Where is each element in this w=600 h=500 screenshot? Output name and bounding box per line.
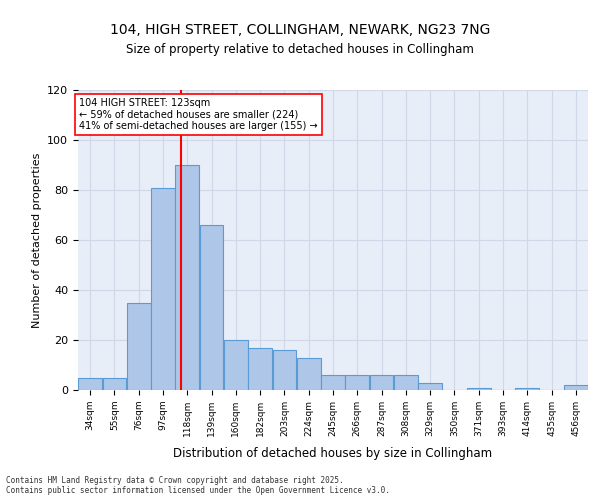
Bar bbox=[467, 388, 491, 390]
Text: 104 HIGH STREET: 123sqm
← 59% of detached houses are smaller (224)
41% of semi-d: 104 HIGH STREET: 123sqm ← 59% of detache… bbox=[79, 98, 318, 130]
Bar bbox=[248, 348, 272, 390]
Bar bbox=[564, 385, 588, 390]
Bar bbox=[127, 302, 151, 390]
Bar bbox=[346, 375, 369, 390]
Y-axis label: Number of detached properties: Number of detached properties bbox=[32, 152, 41, 328]
Text: Size of property relative to detached houses in Collingham: Size of property relative to detached ho… bbox=[126, 42, 474, 56]
Bar bbox=[297, 358, 320, 390]
Text: 104, HIGH STREET, COLLINGHAM, NEWARK, NG23 7NG: 104, HIGH STREET, COLLINGHAM, NEWARK, NG… bbox=[110, 22, 490, 36]
Bar bbox=[418, 382, 442, 390]
Bar bbox=[78, 378, 102, 390]
Bar bbox=[321, 375, 345, 390]
X-axis label: Distribution of detached houses by size in Collingham: Distribution of detached houses by size … bbox=[173, 447, 493, 460]
Bar bbox=[394, 375, 418, 390]
Bar bbox=[200, 225, 223, 390]
Bar bbox=[151, 188, 175, 390]
Bar bbox=[515, 388, 539, 390]
Bar bbox=[224, 340, 248, 390]
Text: Contains HM Land Registry data © Crown copyright and database right 2025.
Contai: Contains HM Land Registry data © Crown c… bbox=[6, 476, 390, 495]
Bar bbox=[370, 375, 394, 390]
Bar bbox=[103, 378, 126, 390]
Bar bbox=[175, 165, 199, 390]
Bar bbox=[272, 350, 296, 390]
